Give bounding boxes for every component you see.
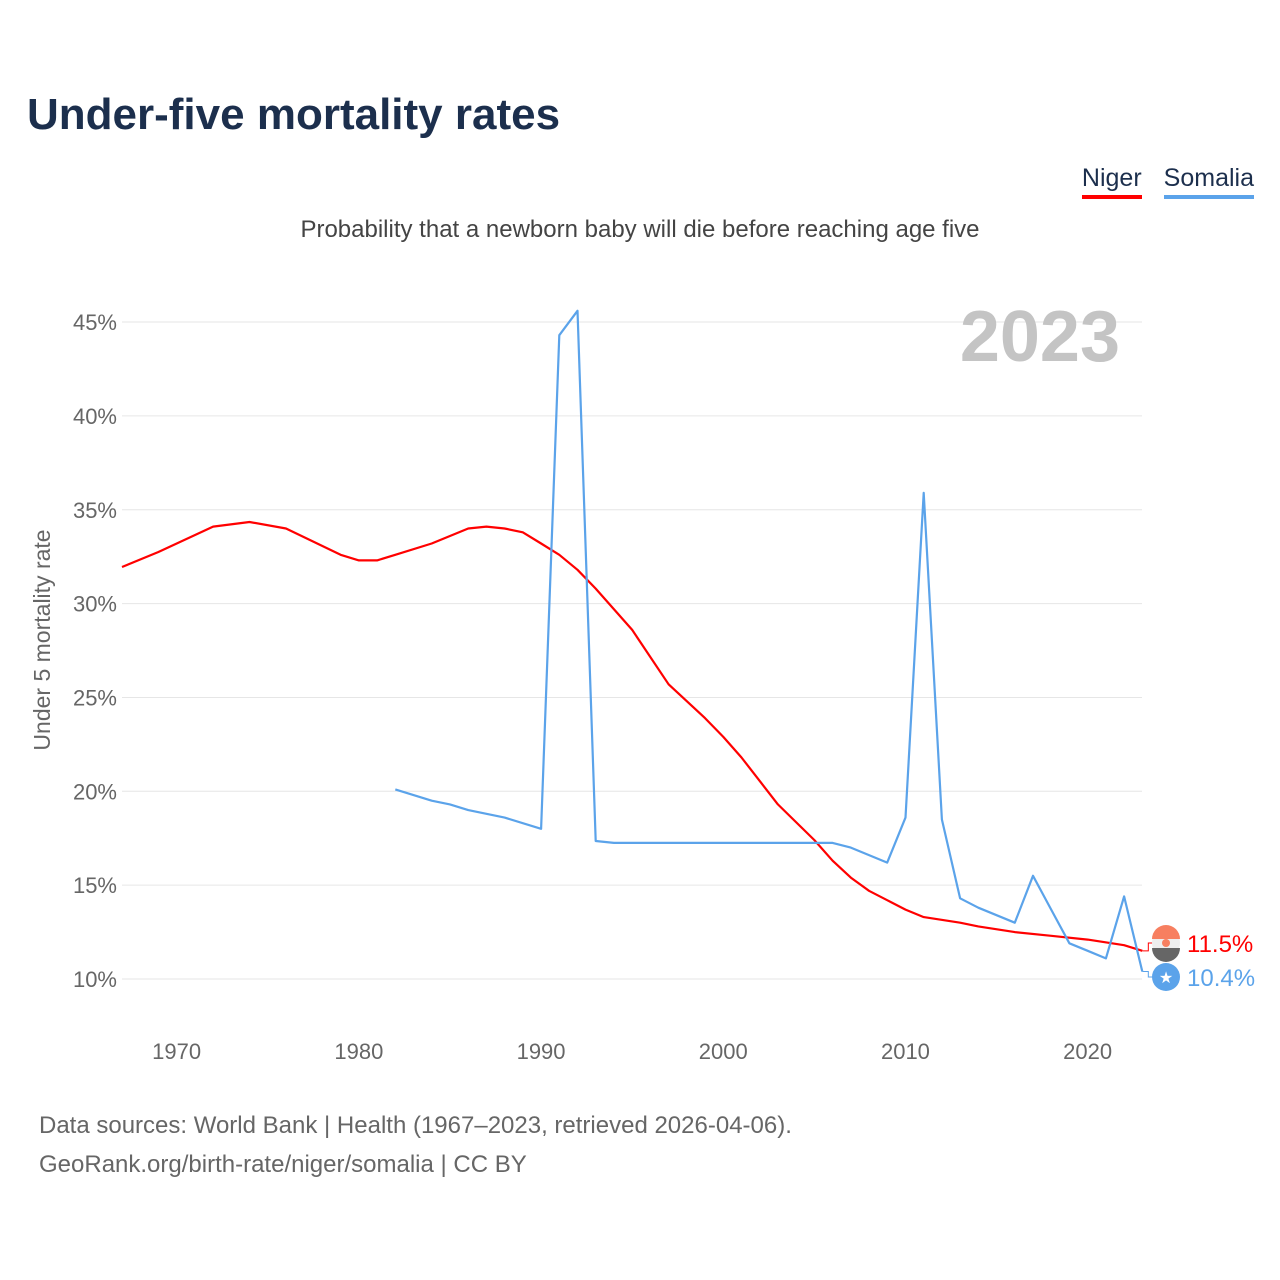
flag-stripe	[1152, 948, 1180, 962]
end-connector	[1142, 970, 1155, 978]
y-tick-label: 35%	[73, 498, 117, 523]
somalia-flag-icon	[1152, 963, 1180, 991]
legend-somalia[interactable]: Somalia	[1163, 164, 1254, 199]
legend-niger[interactable]: Niger	[1081, 164, 1142, 199]
x-tick-label: 1990	[517, 1039, 566, 1064]
x-tick-label: 2020	[1063, 1039, 1112, 1064]
legend: Niger Somalia	[1081, 164, 1254, 199]
year-watermark: 2023	[960, 297, 1120, 377]
y-axis-label: Under 5 mortality rate	[29, 529, 55, 750]
series-line-niger	[121, 520, 1143, 952]
footer: Data sources: World Bank | Health (1967–…	[39, 1106, 792, 1184]
x-tick-label: 1970	[152, 1039, 201, 1064]
flag-star: ★	[1159, 970, 1173, 987]
y-tick-label: 25%	[73, 685, 117, 710]
source-line: Data sources: World Bank | Health (1967–…	[39, 1112, 792, 1139]
y-tick-label: 20%	[73, 779, 117, 804]
y-tick-label: 15%	[73, 873, 117, 898]
flag-stripe	[1152, 925, 1180, 939]
end-value-label: 11.5%	[1187, 931, 1253, 958]
y-tick-label: 30%	[73, 592, 117, 617]
y-tick-label: 10%	[73, 967, 117, 992]
y-tick-label: 40%	[73, 404, 117, 429]
y-tick-label: 45%	[73, 310, 117, 335]
flag-disc	[1162, 939, 1170, 947]
url-line: GeoRank.org/birth-rate/niger/somalia | C…	[39, 1151, 527, 1178]
end-connector	[1142, 942, 1155, 952]
chart-title: Under-five mortality rates	[27, 90, 561, 139]
chart-subtitle: Probability that a newborn baby will die…	[300, 216, 980, 243]
x-tick-label: 2010	[881, 1039, 930, 1064]
x-tick-label: 1980	[334, 1039, 383, 1064]
end-value-label: 10.4%	[1187, 965, 1255, 992]
series-line-somalia	[394, 309, 1144, 972]
x-tick-label: 2000	[699, 1039, 748, 1064]
